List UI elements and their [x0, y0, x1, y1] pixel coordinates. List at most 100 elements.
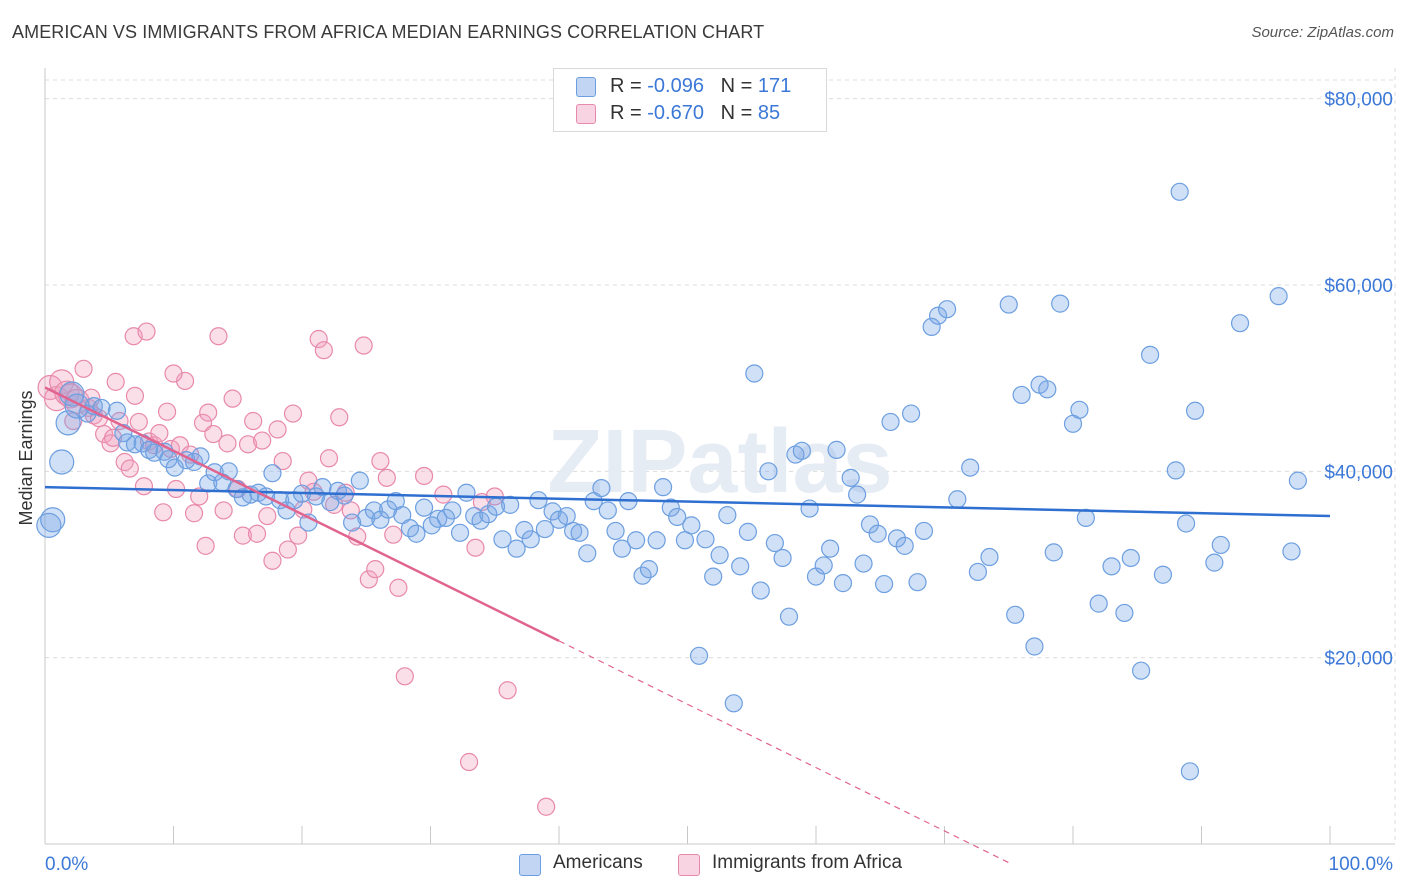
americans-point: [1070, 400, 1089, 419]
americans-point: [40, 507, 66, 533]
africa-point: [414, 466, 434, 486]
africa-point: [268, 420, 287, 439]
africa-point: [193, 413, 213, 432]
africa-point: [354, 336, 373, 355]
americans-point: [718, 506, 737, 525]
africa-point: [314, 341, 333, 360]
americans-point: [961, 458, 980, 477]
americans-point: [821, 539, 840, 558]
africa-point: [125, 386, 145, 405]
x-tick-label: 100.0%: [1329, 854, 1394, 875]
americans-point: [633, 566, 652, 585]
americans-point: [1132, 661, 1151, 680]
americans-point: [710, 546, 729, 565]
trend-lines: [44, 386, 1331, 864]
americans-point: [92, 398, 111, 418]
africa-point: [289, 526, 308, 545]
africa-point: [319, 449, 339, 468]
africa-point: [214, 501, 233, 520]
americans-point: [1115, 603, 1134, 623]
americans-point: [457, 483, 476, 502]
legend-n-value-americans: 171: [757, 75, 792, 97]
americans-point: [908, 573, 927, 592]
americans-point: [139, 440, 159, 459]
bottom-legend-label-africa: Immigrants from Africa: [712, 852, 903, 873]
americans-point: [647, 531, 666, 550]
africa-point: [184, 504, 204, 523]
africa-point: [263, 551, 282, 570]
americans-point: [49, 449, 75, 475]
americans-point: [350, 471, 369, 490]
americans-point: [724, 694, 743, 713]
africa-point: [384, 525, 403, 544]
americans-point: [313, 478, 332, 497]
americans-point: [1038, 380, 1057, 399]
americans-point: [371, 510, 390, 529]
americans-point: [792, 441, 811, 460]
americans-point: [429, 509, 448, 528]
americans-point: [422, 516, 441, 535]
americans-point: [1044, 543, 1063, 562]
americans-point: [1140, 345, 1160, 364]
americans-point: [515, 520, 534, 540]
legend-n-value-africa: 85: [757, 102, 781, 124]
americans-point: [414, 498, 434, 517]
africa-point: [371, 451, 390, 471]
americans-point: [682, 516, 701, 535]
americans-point: [914, 521, 934, 541]
africa-point: [244, 411, 263, 431]
americans-point: [937, 300, 957, 319]
americans-point: [1102, 557, 1121, 576]
americans-point: [1170, 182, 1189, 201]
africa-point: [129, 412, 148, 432]
americans-point: [578, 544, 597, 563]
americans-point: [731, 557, 750, 576]
americans-point: [848, 485, 867, 504]
africa-point: [258, 506, 277, 526]
legend-r-label: R =: [610, 102, 648, 124]
americans-point: [364, 501, 384, 520]
americans-point: [479, 505, 498, 524]
legend-n-label: N =: [720, 75, 758, 97]
africa-point: [164, 364, 183, 383]
africa-point: [223, 389, 242, 408]
africa-point: [434, 485, 453, 504]
axes: [44, 68, 1395, 845]
americans-point: [759, 462, 778, 481]
americans-point: [968, 562, 988, 582]
bottom-legend-label-americans: Americans: [553, 852, 643, 873]
africa-point: [498, 681, 517, 700]
americans-point: [860, 515, 880, 534]
americans-point: [598, 501, 617, 520]
africa-point: [238, 435, 258, 454]
africa-trend-extension: [558, 640, 1010, 864]
americans-point: [738, 522, 757, 541]
americans-point: [1006, 605, 1025, 624]
americans-point: [357, 508, 376, 528]
africa-point: [196, 536, 215, 555]
y-tick-label: $80,000: [1324, 90, 1393, 111]
americans-point: [881, 412, 900, 432]
americans-point: [948, 490, 967, 509]
africa-point: [253, 431, 272, 450]
americans-point: [1185, 401, 1205, 420]
africa-point: [233, 526, 252, 545]
americans-point: [107, 401, 127, 420]
africa-point: [377, 468, 396, 487]
africa-point: [199, 403, 218, 422]
americans-point: [887, 529, 907, 548]
americans-point: [868, 524, 887, 543]
americans-point: [263, 464, 282, 483]
americans-point: [773, 548, 792, 568]
americans-point: [745, 364, 764, 383]
legend-n-label: N =: [720, 102, 758, 124]
americans-point: [1230, 314, 1250, 333]
americans-point: [1012, 385, 1031, 405]
americans-point: [668, 507, 687, 527]
americans-point: [436, 508, 456, 528]
legend-r-value-africa: -0.670: [647, 102, 704, 124]
y-tick-labels: $20,000 $40,000 $60,000 $80,000: [1324, 90, 1393, 670]
y-tick-label: $40,000: [1324, 462, 1393, 483]
americans-point: [606, 521, 625, 541]
